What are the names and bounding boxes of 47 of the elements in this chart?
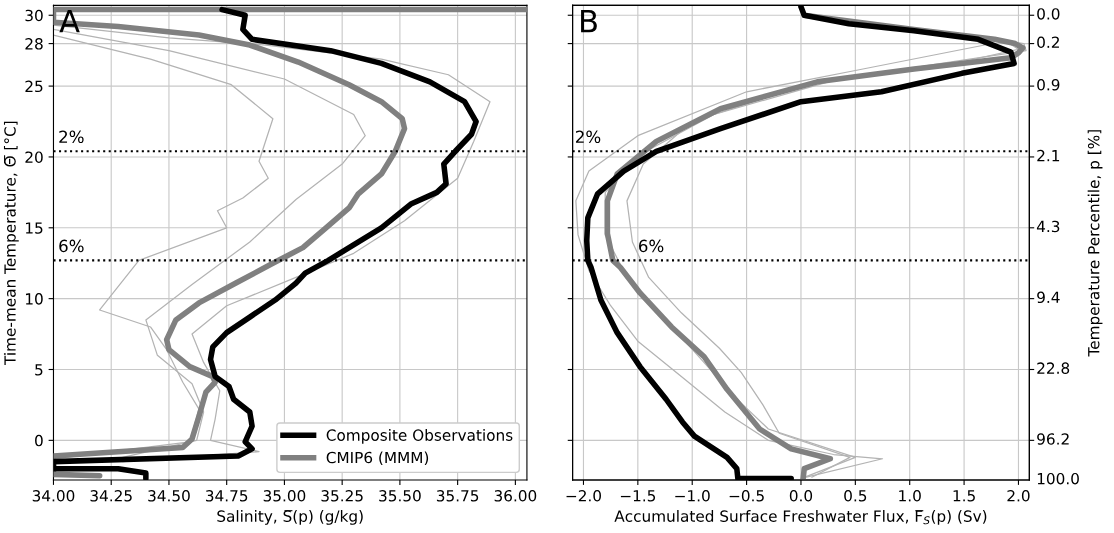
x-tick-label: −0.5: [729, 490, 764, 502]
y-tick-label: 30: [25, 9, 43, 22]
text: 0.2: [1037, 36, 1059, 49]
y-tick-label: 0: [35, 434, 43, 447]
x-tick-label: −1.5: [620, 490, 656, 502]
y2-axis-title: Temperature Percentile, p [%]: [1087, 130, 1103, 357]
text: 0.0: [1037, 8, 1060, 20]
x-tick-label: 1.0: [899, 490, 921, 502]
x-tick-label: 34.25: [90, 490, 132, 502]
x-tick-label: 34.75: [205, 490, 248, 502]
annotation: 2%: [59, 130, 84, 144]
x-tick-label: 34.00: [32, 490, 75, 502]
x-tick-label: 0.5: [844, 490, 867, 502]
text: 22.8: [1037, 362, 1070, 374]
y-tick-label: 28: [25, 38, 43, 50]
text: 96.2: [1037, 433, 1069, 445]
text: 4.3: [1036, 220, 1060, 233]
x-axis-title: Accumulated Surface Freshwater Flux, F̅$_{S}$(p) (Sv): [614, 510, 987, 525]
x-tick-label: 2.0: [1007, 490, 1030, 502]
x-axis-title: Salinity, S̅(p) (g/kg): [217, 510, 363, 525]
annotation: 6%: [639, 239, 664, 253]
x-tick-label: −2.0: [566, 490, 602, 502]
text: 100.0: [1037, 472, 1079, 485]
y-tick-label: 5: [35, 364, 43, 376]
text: 0.9: [1037, 78, 1060, 91]
legend-label: CMIP6 (MMM): [326, 451, 429, 466]
y-axis-title: Time-mean Temperature, Θ̅ [°C]: [3, 121, 19, 366]
x-tick-label: 36.00: [494, 490, 537, 502]
annotation: B: [581, 10, 597, 33]
x-tick-label: −1.0: [675, 490, 710, 502]
y-tick-label: 15: [25, 222, 43, 234]
annotation: 6%: [59, 239, 84, 253]
x-tick-label: 35.25: [321, 490, 363, 502]
y-tick-label: 20: [25, 151, 43, 163]
y-tick-label: 25: [25, 80, 43, 93]
text: 2.1: [1037, 149, 1060, 162]
legend-label: Composite Observations: [326, 429, 513, 444]
annotation: A: [59, 10, 80, 33]
text: 9.4: [1037, 291, 1060, 304]
x-tick-label: 35.50: [379, 490, 421, 502]
x-tick-label: 1.5: [953, 490, 975, 502]
x-tick-label: 35.75: [436, 490, 479, 502]
y-tick-label: 10: [25, 293, 43, 305]
x-tick-label: 0.0: [789, 490, 813, 502]
annotation: 2%: [575, 130, 601, 144]
x-tick-label: 35.00: [263, 490, 306, 502]
x-tick-label: 34.50: [148, 490, 190, 502]
